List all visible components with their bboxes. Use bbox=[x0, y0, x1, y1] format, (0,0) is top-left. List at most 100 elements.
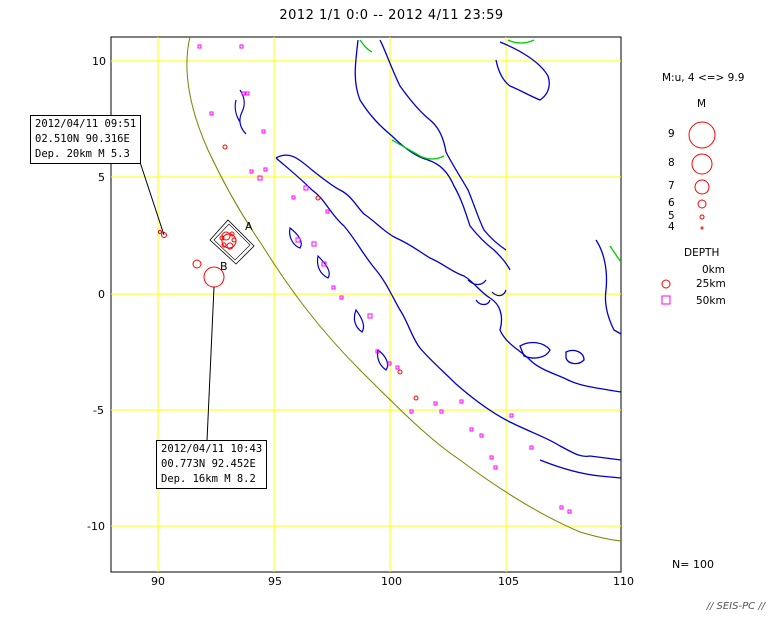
event bbox=[331, 285, 336, 290]
callout-line: Dep. 16km M 8.2 bbox=[161, 473, 256, 485]
legend-mag-label: 8 bbox=[668, 157, 675, 169]
event bbox=[249, 169, 254, 174]
legend-mag-5 bbox=[699, 214, 705, 220]
legend-mag-4 bbox=[700, 226, 704, 230]
legend-mag-label: 6 bbox=[668, 197, 675, 209]
legend-mag-label: 7 bbox=[668, 180, 675, 192]
belitung-island bbox=[565, 349, 585, 365]
legend-mag-6 bbox=[697, 199, 707, 209]
rupture-box bbox=[209, 219, 255, 265]
event bbox=[226, 242, 234, 250]
sumatra-coast bbox=[275, 157, 622, 461]
event bbox=[375, 349, 380, 354]
trench-line bbox=[186, 36, 622, 542]
legend-mag-label: 9 bbox=[668, 128, 675, 140]
event bbox=[239, 44, 244, 49]
y-tick-label: -5 bbox=[93, 404, 104, 417]
x-tick-label: 90 bbox=[151, 575, 165, 588]
event bbox=[221, 242, 227, 248]
event bbox=[339, 295, 344, 300]
x-tick-label: 110 bbox=[613, 575, 634, 588]
event bbox=[257, 175, 263, 181]
marker-b: B bbox=[220, 260, 228, 273]
marker-a: A bbox=[245, 220, 253, 233]
depth-legend-title: DEPTH bbox=[684, 247, 720, 259]
nias-island bbox=[316, 254, 330, 279]
event bbox=[395, 365, 400, 370]
event bbox=[222, 144, 228, 150]
event bbox=[479, 433, 484, 438]
event bbox=[245, 91, 250, 96]
event bbox=[197, 44, 202, 49]
legend-depth-label: 25km bbox=[696, 278, 726, 290]
map-frame bbox=[110, 36, 622, 573]
event bbox=[559, 505, 564, 510]
magnitude-legend-symbols bbox=[661, 121, 716, 289]
callout-event-2: 2012/04/11 10:43 00.773N 92.452E Dep. 16… bbox=[156, 440, 268, 489]
event bbox=[489, 455, 494, 460]
magnitude-legend-header: M:u, 4 <=> 9.9 bbox=[662, 72, 745, 84]
event bbox=[291, 195, 296, 200]
event bbox=[231, 237, 237, 243]
bangka-island bbox=[519, 341, 551, 359]
magnitude-legend-title: M bbox=[697, 98, 707, 110]
legend-mag-9 bbox=[688, 121, 716, 149]
event bbox=[459, 399, 464, 404]
legend-depth-label: 0km bbox=[702, 264, 725, 276]
legend-mag-label: 4 bbox=[668, 221, 675, 233]
rupture-box-inner bbox=[213, 223, 251, 261]
event bbox=[295, 237, 301, 243]
software-footer: // SEIS-PC // bbox=[706, 601, 765, 612]
border-borneo bbox=[609, 245, 622, 263]
y-tick-label: -10 bbox=[87, 520, 105, 533]
border-thailand bbox=[359, 39, 373, 53]
legend-depth-25 bbox=[661, 279, 671, 289]
event bbox=[311, 241, 317, 247]
y-tick-label: 0 bbox=[98, 288, 105, 301]
leader-line-2 bbox=[206, 286, 215, 442]
callout-event-1: 2012/04/11 09:51 02.510N 90.316E Dep. 20… bbox=[30, 115, 142, 164]
legend-mag-label: 5 bbox=[668, 210, 675, 222]
y-tick-label: 5 bbox=[98, 171, 105, 184]
intermediate-events bbox=[197, 44, 572, 514]
y-tick-label: 10 bbox=[92, 55, 106, 68]
event-count: N= 100 bbox=[672, 558, 714, 571]
x-tick-label: 100 bbox=[381, 575, 402, 588]
event bbox=[493, 465, 498, 470]
event bbox=[315, 195, 321, 201]
event bbox=[439, 409, 444, 414]
event bbox=[161, 232, 167, 238]
legend-depth-label: 50km bbox=[696, 295, 726, 307]
x-tick-label: 105 bbox=[498, 575, 519, 588]
event bbox=[303, 185, 309, 191]
event bbox=[529, 445, 534, 450]
legend-depth-50 bbox=[661, 295, 671, 305]
leader-line-1 bbox=[137, 155, 165, 236]
event bbox=[325, 209, 330, 214]
indochina-coast bbox=[495, 41, 550, 101]
mentawai-islands bbox=[353, 308, 389, 371]
malay-east-coast bbox=[379, 39, 507, 251]
callout-line: 2012/04/11 09:51 bbox=[35, 118, 137, 130]
border-malaysia bbox=[391, 139, 445, 160]
callout-line: Dep. 20km M 5.3 bbox=[35, 148, 130, 160]
event bbox=[397, 369, 403, 375]
x-tick-label: 95 bbox=[268, 575, 282, 588]
simeulue-island bbox=[289, 226, 302, 249]
grid-lines bbox=[111, 37, 621, 572]
event bbox=[219, 235, 225, 241]
event bbox=[367, 313, 373, 319]
callout-line: 00.773N 92.452E bbox=[161, 458, 256, 470]
event bbox=[241, 91, 246, 96]
event bbox=[209, 111, 214, 116]
event bbox=[229, 231, 235, 237]
event bbox=[409, 409, 414, 414]
legend-mag-8 bbox=[691, 153, 713, 175]
event bbox=[387, 361, 392, 366]
callout-line: 2012/04/11 10:43 bbox=[161, 443, 263, 455]
callout-line: 02.510N 90.316E bbox=[35, 133, 130, 145]
map-title: 2012 1/1 0:0 -- 2012 4/11 23:59 bbox=[279, 8, 504, 23]
event bbox=[192, 259, 202, 269]
andaman-islands bbox=[234, 89, 247, 135]
